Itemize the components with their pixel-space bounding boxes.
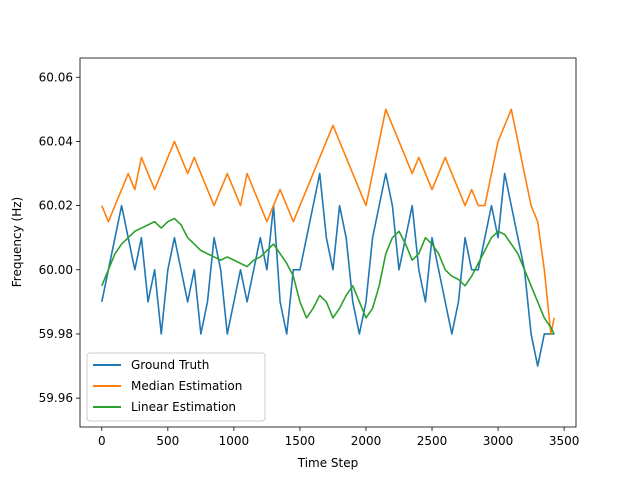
y-tick-label: 60.02 [39,199,73,213]
series-layer [101,108,555,367]
x-tick-label: 2000 [351,434,382,448]
x-tick-label: 500 [156,434,179,448]
y-tick-label: 60.06 [39,70,73,84]
y-tick-label: 60.04 [39,134,73,148]
ticks-layer: 0 500 1000 1500 2000 2500 3000 3500 59.96 59.98 60… [39,70,580,448]
legend-box [86,352,266,422]
x-tick-label: 1500 [285,434,316,448]
legend-label: Linear Estimation [131,400,236,414]
y-axis-label: Frequency (Hz) [10,197,24,288]
y-tick-label: 59.98 [39,327,73,341]
x-tick-label: 3500 [549,434,580,448]
y-tick-label: 60.00 [39,263,73,277]
legend-label: Median Estimation [131,379,242,393]
x-tick-label: 2500 [417,434,448,448]
series-line-ground-truth [101,172,555,367]
plot-frame [79,57,577,428]
legend: Ground Truth Median Estimation Linear Esti… [86,352,266,422]
series-line-linear-estimation [101,217,555,335]
x-axis-label: Time Step [297,456,359,470]
x-tick-label: 3000 [483,434,514,448]
x-tick-label: 0 [98,434,106,448]
x-tick-label: 1000 [219,434,250,448]
y-tick-label: 59.96 [39,391,73,405]
legend-label: Ground Truth [131,358,209,372]
series-line-median-estimation [101,108,555,335]
